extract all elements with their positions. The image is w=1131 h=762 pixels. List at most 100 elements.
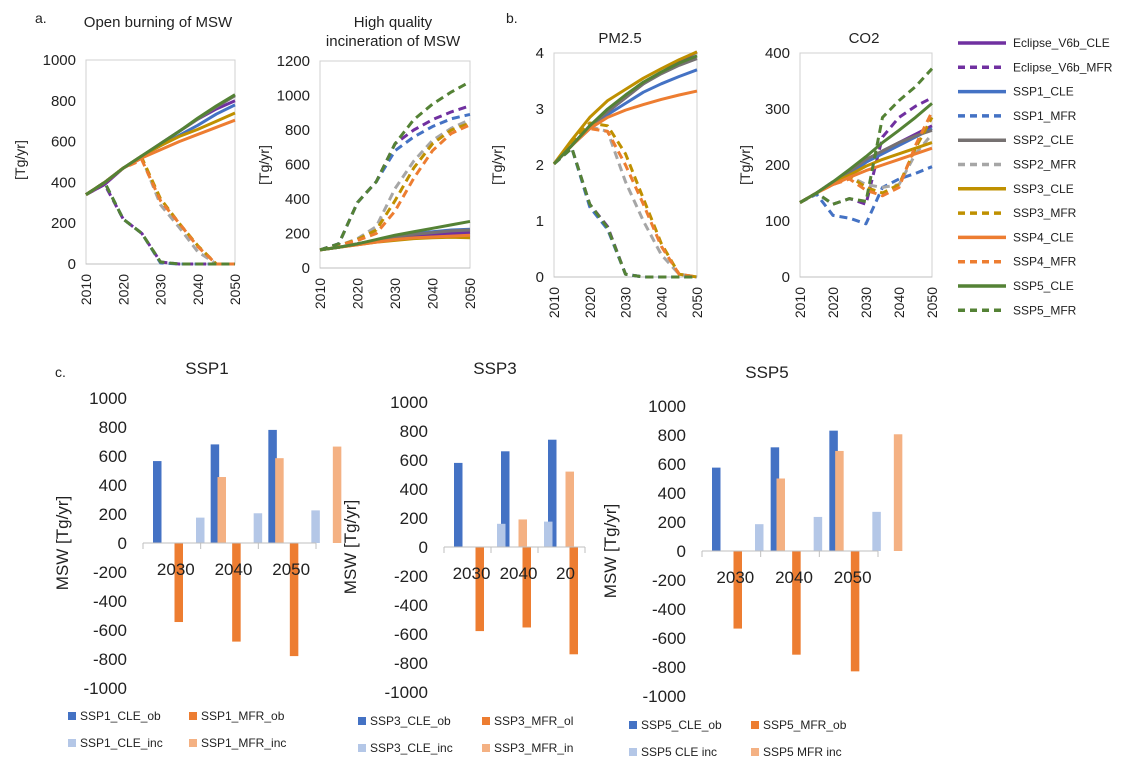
series-line-ssp1-mfr — [85, 180, 235, 266]
y-tick-label: 2 — [536, 157, 544, 174]
x-tick-label: 2020 — [350, 278, 366, 309]
series-line-ssp4-mfr — [552, 127, 698, 279]
legend-label-ssp2-cle: SSP2_CLE — [1013, 133, 1074, 147]
x-tick-label: 2020 — [115, 274, 131, 305]
y-tick-label: 4 — [536, 45, 544, 62]
x-tick-label: 2040 — [891, 287, 907, 318]
x-tick-label: 2050 — [227, 274, 243, 305]
y-tick-label: 1000 — [648, 397, 686, 416]
series-line-eclipse-v6b-cle — [552, 50, 698, 165]
y-tick-label: -200 — [93, 563, 127, 582]
legend-swatch-ssp5-mfr-ob — [751, 721, 759, 729]
chart-title: incineration of MSW — [326, 33, 461, 50]
bar-ssp5-mfr-ob-2030 — [733, 551, 742, 629]
bar-ssp5-mfr-ob-2040 — [792, 551, 801, 655]
y-tick-label: 800 — [400, 422, 428, 441]
x-tick-label: 2010 — [546, 287, 562, 318]
y-tick-label: -200 — [652, 571, 686, 590]
bar-ssp3-cle-ob-20 — [548, 439, 557, 547]
series-line-ssp5-mfr — [799, 67, 934, 206]
x-category-label: 2050 — [834, 568, 872, 587]
x-tick-label: 2050 — [689, 287, 705, 318]
series-line-ssp2-mfr — [552, 125, 698, 279]
panel-label-a: a. — [35, 10, 47, 26]
y-tick-label: 300 — [765, 101, 790, 118]
legend-label-ssp3-mfr-in: SSP3_MFR_in — [494, 741, 573, 755]
bar-ssp5-cle-ob-2040 — [770, 447, 780, 551]
x-tick-label: 2030 — [858, 287, 874, 318]
x-tick-label: 2040 — [190, 274, 206, 305]
x-category-label: 2040 — [215, 560, 253, 579]
y-tick-label: -1000 — [84, 679, 127, 698]
y-tick-label: 0 — [536, 269, 544, 286]
bar-ssp3-mfr-inc-2030 — [518, 519, 527, 547]
legend-label-ssp4-cle: SSP4_CLE — [1013, 230, 1074, 244]
legend-label-ssp5-mfr-inc: SSP5 MFR inc — [763, 745, 842, 759]
legend-swatch-ssp3-cle-ob — [358, 717, 366, 725]
panel-label-b: b. — [506, 10, 518, 26]
y-axis-label: [Tg/yr] — [737, 145, 753, 185]
x-tick-label: 2030 — [153, 274, 169, 305]
x-tick-label: 2020 — [825, 287, 841, 318]
x-category-label: 2040 — [775, 568, 813, 587]
y-tick-label: 0 — [68, 256, 76, 273]
x-category-label: 2040 — [500, 564, 538, 583]
y-tick-label: -1000 — [643, 687, 686, 706]
panel-label-c: c. — [55, 364, 66, 380]
series-line-ssp4-mfr — [319, 123, 471, 252]
x-tick-label: 2050 — [462, 278, 478, 309]
series-line-ssp5-mfr — [85, 180, 235, 266]
series-line-ssp5-mfr — [319, 80, 471, 252]
series-line-ssp5-cle — [319, 219, 471, 252]
bar-ssp1-cle-inc-2040 — [253, 513, 263, 543]
chart-title: CO2 — [849, 30, 880, 47]
legend-label-ssp3-cle: SSP3_CLE — [1013, 182, 1074, 196]
y-axis-label: MSW [Tg/yr] — [53, 496, 72, 590]
y-axis-label: MSW [Tg/yr] — [341, 500, 360, 594]
y-tick-label: 1200 — [277, 53, 310, 70]
x-category-label: 2030 — [157, 560, 195, 579]
legend-swatch-ssp3-mfr-ol — [482, 717, 490, 725]
bar-ssp1-cle-inc-2050 — [311, 510, 320, 543]
y-axis-label: [Tg/yr] — [256, 145, 272, 185]
series-line-ssp1-mfr — [799, 165, 933, 226]
y-tick-label: -800 — [652, 658, 686, 677]
legend-label-ssp5-mfr-ob: SSP5_MFR_ob — [763, 718, 847, 732]
plot-area-frame — [85, 59, 236, 265]
y-tick-label: 800 — [285, 122, 310, 139]
y-tick-label: 200 — [400, 509, 428, 528]
x-tick-label: 2040 — [425, 278, 441, 309]
x-tick-label: 2010 — [312, 278, 328, 309]
y-tick-label: 1 — [536, 213, 544, 230]
y-tick-label: -400 — [93, 592, 127, 611]
series-line-ssp4-mfr — [85, 158, 235, 266]
y-tick-label: 200 — [658, 513, 686, 532]
y-tick-label: 200 — [765, 157, 790, 174]
legend-swatch-ssp5-cle-inc — [629, 748, 637, 756]
bar-ssp3-cle-ob-2040 — [501, 451, 510, 547]
legend-swatch-ssp1-mfr-ob — [189, 712, 197, 720]
bar-ssp1-cle-ob-2030 — [153, 461, 162, 543]
x-category-label: 20 — [556, 564, 575, 583]
legend-label-ssp3-cle-inc: SSP3_CLE_inc — [370, 741, 453, 755]
bar-ssp3-mfr-inc-2040 — [565, 471, 574, 547]
y-tick-label: 0 — [419, 538, 428, 557]
y-tick-label: 400 — [99, 476, 127, 495]
bar-ssp5-mfr-ob-2050 — [850, 551, 860, 672]
bar-ssp5-cle-ob-2050 — [829, 430, 838, 551]
legend-swatch-ssp1-cle-ob — [68, 712, 76, 720]
legend-label-ssp1-mfr-ob: SSP1_MFR_ob — [201, 709, 285, 723]
legend-label-ssp1-cle-ob: SSP1_CLE_ob — [80, 709, 161, 723]
legend-label-ssp1-mfr-inc: SSP1_MFR_inc — [201, 736, 286, 750]
y-tick-label: 1000 — [390, 393, 428, 412]
series-line-eclipse-v6b-mfr — [319, 104, 471, 252]
y-tick-label: 400 — [400, 480, 428, 499]
y-tick-label: 400 — [658, 484, 686, 503]
x-tick-label: 2030 — [387, 278, 403, 309]
bar-ssp3-cle-inc-2030 — [497, 523, 506, 547]
y-tick-label: 0 — [782, 269, 790, 286]
legend-label-ssp5-mfr: SSP5_MFR — [1013, 303, 1077, 317]
series-line-ssp3-mfr — [319, 121, 471, 252]
y-tick-label: 600 — [285, 157, 310, 174]
y-tick-label: 1000 — [43, 52, 76, 69]
